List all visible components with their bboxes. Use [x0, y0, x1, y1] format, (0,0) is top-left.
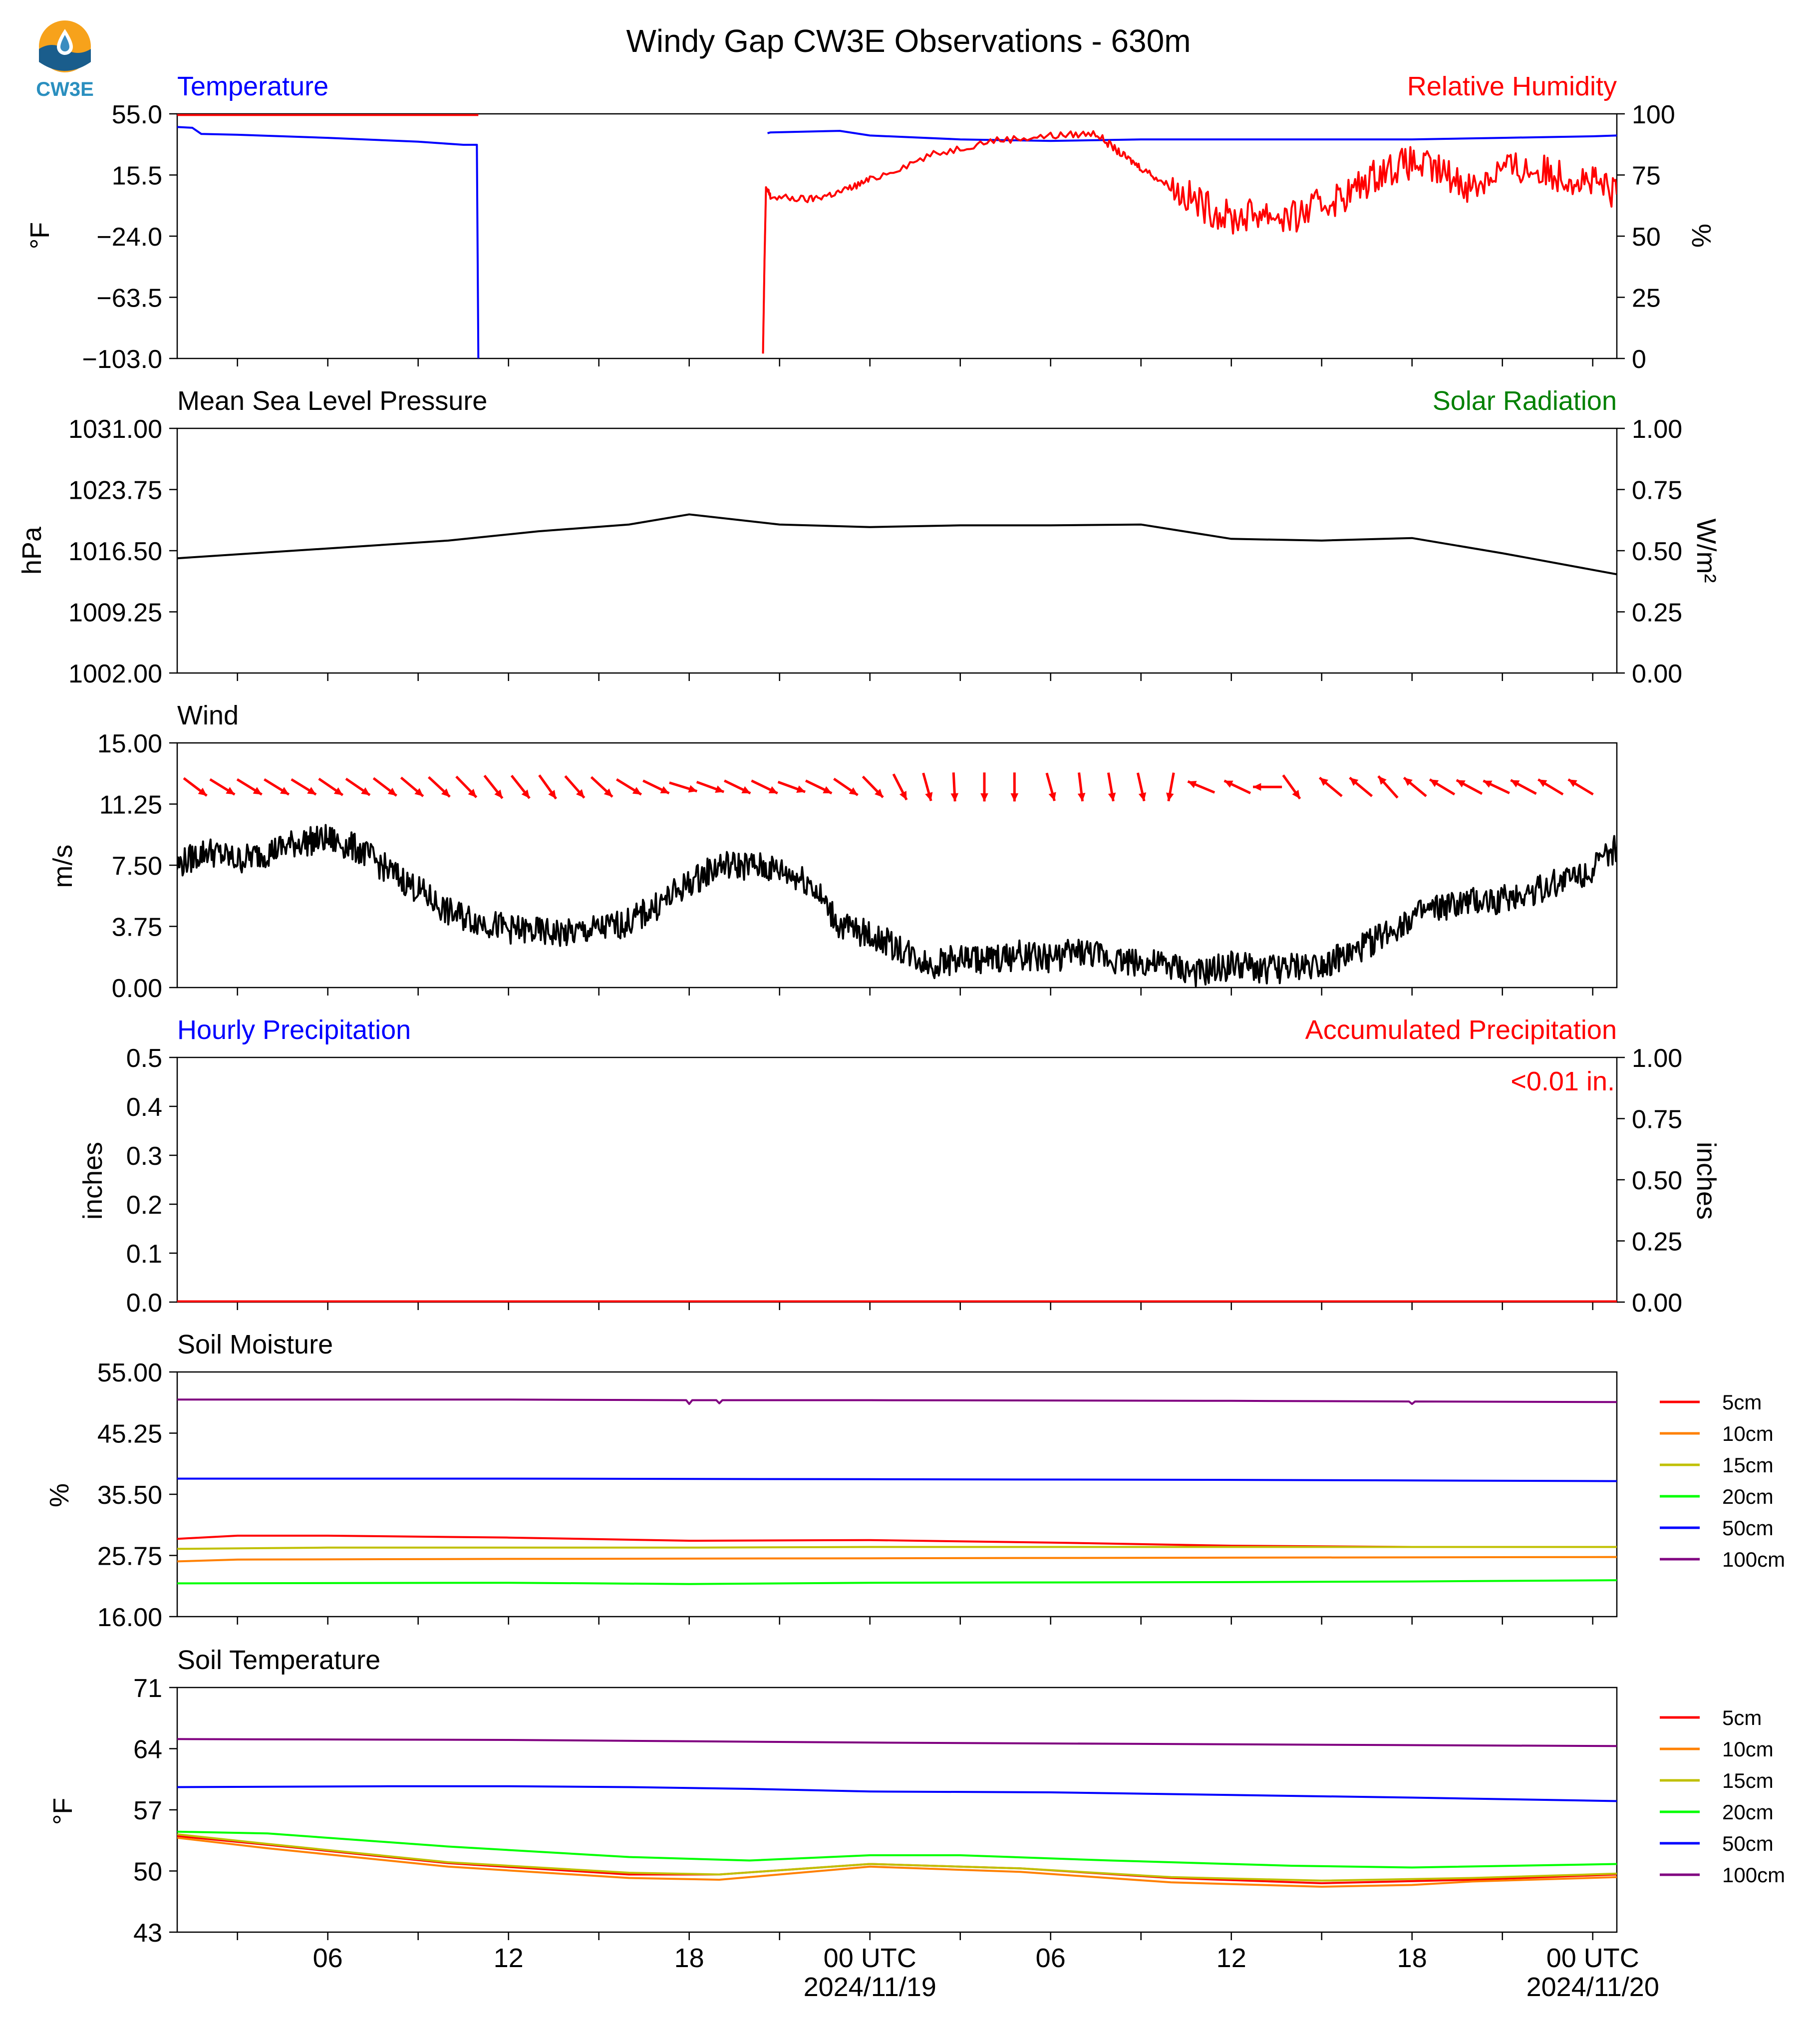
- y-tick-label-left: 71: [133, 1674, 162, 1703]
- y-tick-label-left: 0.0: [126, 1289, 162, 1318]
- x-tick-label: 06: [313, 1943, 343, 1973]
- wind-axis-label: m/s: [48, 845, 78, 888]
- temperature-axis-label: °F: [25, 222, 55, 250]
- y-tick-label-right: 0.75: [1632, 476, 1682, 505]
- y-tick-label-left: 15.00: [97, 729, 162, 758]
- y-tick-label-left: −103.0: [82, 345, 163, 374]
- x-tick-label: 12: [1216, 1943, 1246, 1973]
- legend-label: 50cm: [1722, 1516, 1774, 1540]
- legend-label: 20cm: [1722, 1485, 1774, 1508]
- y-tick-label-left: 43: [133, 1919, 162, 1948]
- legend-label: 100cm: [1722, 1548, 1785, 1571]
- hourly-precip-title: Hourly Precipitation: [177, 1015, 411, 1045]
- y-tick-label-left: 16.00: [97, 1603, 162, 1632]
- y-tick-label-left: 0.5: [126, 1044, 162, 1073]
- y-tick-label-right: 100: [1632, 100, 1675, 129]
- figure-title: Windy Gap CW3E Observations - 630m: [626, 23, 1191, 59]
- y-tick-label-left: 25.75: [97, 1542, 162, 1571]
- y-tick-label-right: 50: [1632, 223, 1661, 252]
- x-tick-label: 00 UTC: [1546, 1943, 1639, 1973]
- soil-temperature-axis-label: °F: [48, 1798, 78, 1825]
- legend-label: 10cm: [1722, 1422, 1774, 1445]
- legend-label: 5cm: [1722, 1706, 1762, 1729]
- y-tick-label-left: 55.00: [97, 1358, 162, 1387]
- soil-temperature-title: Soil Temperature: [177, 1645, 380, 1675]
- cw3e-logo: CW3E: [36, 20, 94, 100]
- y-tick-label-left: 0.00: [112, 974, 162, 1003]
- y-tick-label-left: 0.2: [126, 1191, 162, 1220]
- pressure-axis-label: hPa: [17, 526, 47, 575]
- y-tick-label-left: 15.5: [112, 162, 162, 191]
- y-tick-label-left: 0.3: [126, 1142, 162, 1171]
- y-tick-label-left: 0.4: [126, 1093, 162, 1122]
- x-tick-label: 18: [1397, 1943, 1427, 1973]
- y-tick-label-left: 1002.00: [68, 660, 162, 688]
- hourly-precip-axis-label: inches: [78, 1142, 108, 1220]
- y-tick-label-left: 45.25: [97, 1420, 162, 1449]
- y-tick-label-left: 7.50: [112, 852, 162, 881]
- humidity-axis-label: %: [1686, 224, 1716, 248]
- humidity-title: Relative Humidity: [1407, 71, 1617, 101]
- legend-label: 15cm: [1722, 1769, 1774, 1792]
- y-tick-label-right: 1.00: [1632, 1044, 1682, 1073]
- x-date-label: 2024/11/19: [804, 1972, 936, 2002]
- y-tick-label-right: 0.50: [1632, 537, 1682, 566]
- pressure-title: Mean Sea Level Pressure: [177, 386, 487, 416]
- y-tick-label-left: −63.5: [96, 284, 162, 313]
- legend-label: 100cm: [1722, 1863, 1785, 1887]
- legend-label: 15cm: [1722, 1453, 1774, 1477]
- y-tick-label-right: 0.25: [1632, 1228, 1682, 1257]
- y-tick-label-right: 25: [1632, 284, 1661, 313]
- solar-axis-label: W/m²: [1691, 519, 1721, 583]
- y-tick-label-left: 55.0: [112, 100, 162, 129]
- y-tick-label-right: 0: [1632, 345, 1646, 374]
- legend-label: 20cm: [1722, 1800, 1774, 1824]
- y-tick-label-right: 1.00: [1632, 415, 1682, 444]
- y-tick-label-left: 57: [133, 1796, 162, 1825]
- y-tick-label-right: 0.75: [1632, 1105, 1682, 1134]
- x-date-label: 2024/11/20: [1526, 1972, 1659, 2002]
- y-tick-label-left: 50: [133, 1858, 162, 1887]
- accum-precip-axis-label: inches: [1691, 1142, 1721, 1220]
- y-tick-label-left: 11.25: [99, 791, 162, 820]
- x-tick-label: 18: [674, 1943, 704, 1973]
- legend-label: 50cm: [1722, 1832, 1774, 1855]
- y-tick-label-left: 1023.75: [68, 476, 162, 505]
- y-tick-label-right: 0.00: [1632, 660, 1682, 688]
- legend-label: 10cm: [1722, 1737, 1774, 1761]
- y-tick-label-right: 0.50: [1632, 1166, 1682, 1195]
- x-tick-label: 00 UTC: [824, 1943, 916, 1973]
- y-tick-label-left: 35.50: [97, 1481, 162, 1510]
- soil-moisture-axis-label: %: [44, 1483, 74, 1507]
- y-tick-label-right: 0.25: [1632, 599, 1682, 628]
- solar-radiation-title: Solar Radiation: [1433, 386, 1617, 416]
- y-tick-label-left: 64: [133, 1735, 162, 1764]
- soil-moisture-title: Soil Moisture: [177, 1330, 333, 1359]
- logo-text: CW3E: [36, 78, 94, 100]
- y-tick-label-left: 0.1: [126, 1240, 162, 1269]
- y-tick-label-right: 75: [1632, 162, 1661, 191]
- y-tick-label-left: 1009.25: [68, 599, 162, 628]
- x-tick-label: 12: [494, 1943, 524, 1973]
- y-tick-label-left: 1016.50: [68, 537, 162, 566]
- accum-precip-annotation: <0.01 in.: [1511, 1066, 1615, 1096]
- y-tick-label-left: 1031.00: [68, 415, 162, 444]
- legend-label: 5cm: [1722, 1390, 1762, 1414]
- wind-title: Wind: [177, 700, 239, 730]
- temperature-title: Temperature: [177, 71, 328, 101]
- accum-precip-title: Accumulated Precipitation: [1305, 1015, 1617, 1045]
- y-tick-label-left: −24.0: [96, 223, 162, 252]
- x-tick-label: 06: [1036, 1943, 1066, 1973]
- y-tick-label-left: 3.75: [112, 913, 162, 942]
- y-tick-label-right: 0.00: [1632, 1289, 1682, 1318]
